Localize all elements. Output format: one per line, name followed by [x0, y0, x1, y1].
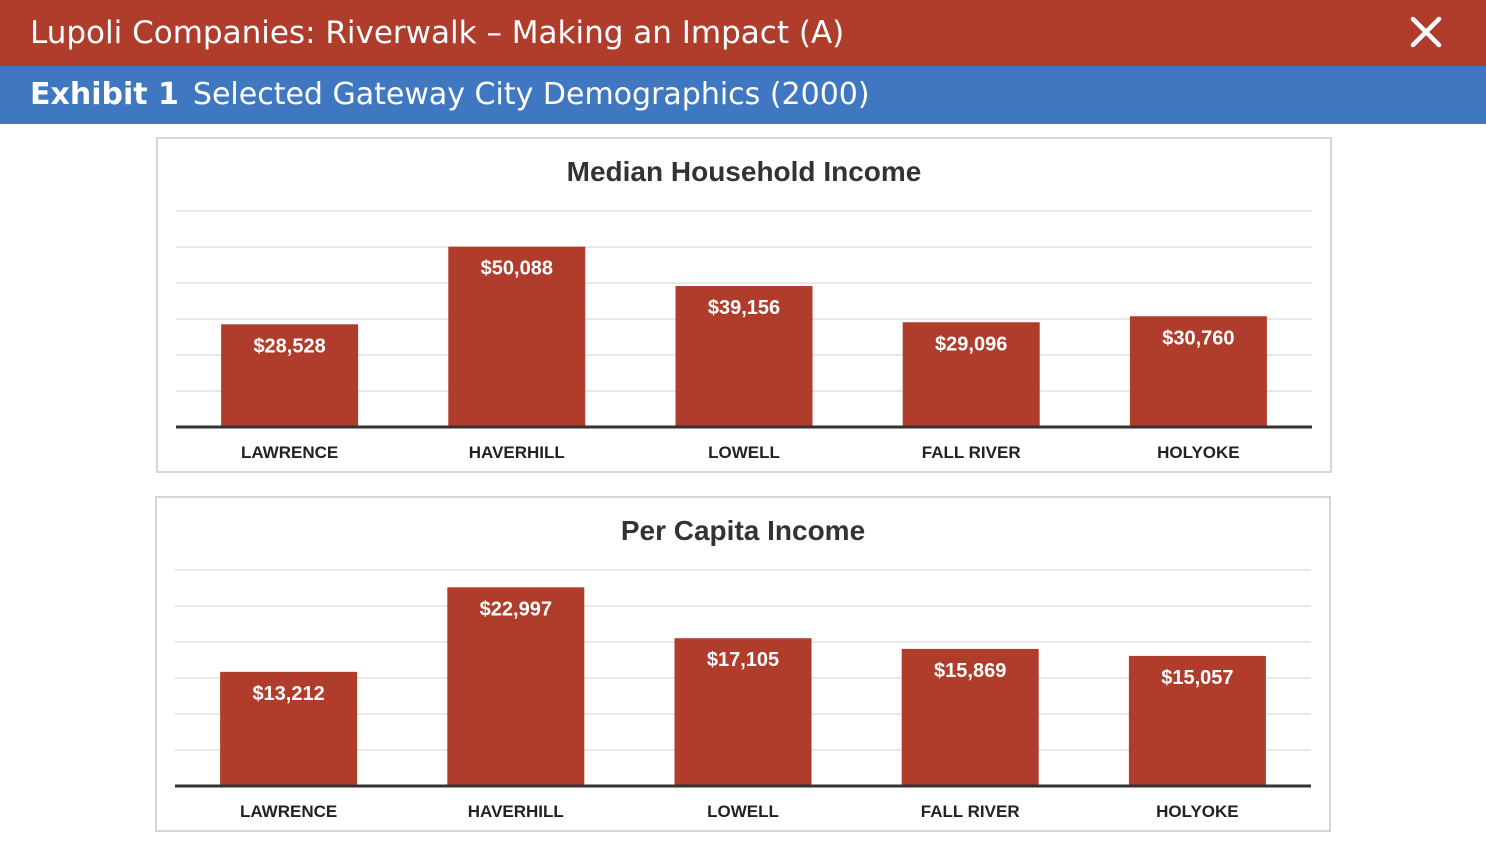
bar-value-label: $39,156	[708, 297, 780, 319]
bar-lawrence	[221, 324, 359, 427]
bar-lowell	[674, 638, 812, 786]
bar-fall-river	[902, 322, 1040, 427]
bar-value-label: $22,997	[480, 598, 552, 620]
bar-lowell	[675, 286, 813, 427]
category-label: LAWRENCE	[240, 802, 337, 821]
per-capita-income-chart: Per Capita Income $13,212 LAWRENCE $22,997 H…	[155, 496, 1331, 832]
exhibit-bar: Exhibit 1 Selected Gateway City Demograph…	[0, 66, 1486, 124]
bar-value-label: $30,760	[1162, 327, 1234, 349]
category-label: FALL RIVER	[921, 802, 1020, 821]
median-household-income-chart: Median Household Income $28,528 LAWRENCE $5…	[156, 137, 1332, 473]
title-bar: Lupoli Companies: Riverwalk – Making an …	[0, 0, 1486, 66]
bar-value-label: $15,869	[934, 660, 1006, 682]
bar-value-label: $13,212	[252, 683, 324, 705]
chart-title: Median Household Income	[567, 156, 922, 187]
bar-lawrence	[220, 671, 358, 786]
category-label: HAVERHILL	[468, 802, 564, 821]
window-title: Lupoli Companies: Riverwalk – Making an …	[30, 15, 845, 51]
bar-value-label: $15,057	[1161, 667, 1233, 689]
bar-holyoke	[1129, 316, 1267, 427]
bar-value-label: $17,105	[707, 649, 779, 671]
bar-holyoke	[1128, 655, 1266, 786]
bar-value-label: $28,528	[253, 335, 325, 357]
category-label: LOWELL	[707, 802, 779, 821]
bar-fall-river	[901, 648, 1039, 786]
category-label: HOLYOKE	[1157, 443, 1240, 462]
bar-haverhill	[448, 246, 586, 427]
category-label: HOLYOKE	[1156, 802, 1239, 821]
exhibit-heading: Exhibit 1 Selected Gateway City Demograph…	[30, 66, 870, 124]
category-label: HAVERHILL	[469, 443, 565, 462]
exhibit-caption: Selected Gateway City Demographics (2000…	[192, 77, 870, 112]
median-household-income-svg: Median Household Income $28,528 LAWRENCE $5…	[176, 156, 1312, 462]
bar-value-label: $50,088	[481, 258, 553, 280]
category-label: LAWRENCE	[241, 443, 338, 462]
chart-title: Per Capita Income	[621, 515, 865, 546]
bar-value-label: $29,096	[935, 333, 1007, 355]
exhibit-number: Exhibit 1	[30, 77, 179, 112]
bar-haverhill	[447, 587, 585, 786]
per-capita-income-svg: Per Capita Income $13,212 LAWRENCE $22,997 H…	[175, 515, 1311, 821]
close-icon[interactable]	[1408, 14, 1444, 50]
category-label: LOWELL	[708, 443, 780, 462]
category-label: FALL RIVER	[922, 443, 1021, 462]
